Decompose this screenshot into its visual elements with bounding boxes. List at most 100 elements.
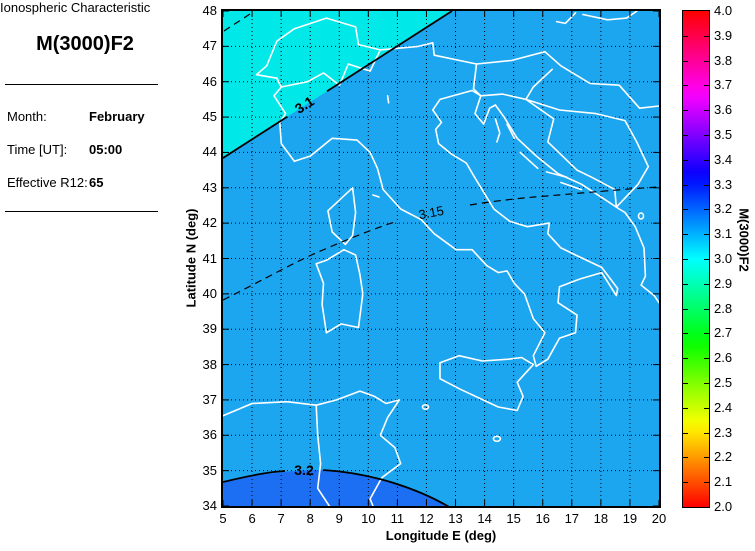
colorbar-tick-mark bbox=[683, 209, 688, 211]
y-tick-label: 38 bbox=[202, 356, 217, 372]
x-tick-label: 6 bbox=[248, 511, 256, 526]
x-tick-label: 17 bbox=[564, 511, 580, 526]
colorbar-tick-label: 3.8 bbox=[714, 52, 733, 68]
island-corsica bbox=[327, 187, 357, 246]
time-row: Time [UT]: 05:00 bbox=[7, 142, 122, 157]
colorbar-tick-mark bbox=[704, 234, 709, 236]
colorbar-tick-label: 2.8 bbox=[714, 300, 733, 316]
colorbar-tick-mark bbox=[683, 85, 688, 87]
colorbar-tick-label: 2.7 bbox=[714, 325, 733, 341]
colorbar-tick-mark bbox=[683, 383, 688, 384]
colorbar-tick-mark bbox=[704, 457, 709, 459]
x-tick-label: 8 bbox=[306, 511, 314, 526]
colorbar-tick-mark bbox=[683, 482, 688, 484]
colorbar-tick-mark bbox=[683, 259, 688, 260]
coastlines bbox=[223, 11, 659, 506]
colorbar-tick-mark bbox=[704, 407, 709, 409]
colorbar-tick-label: 3.6 bbox=[714, 102, 733, 118]
y-tick-label: 34 bbox=[202, 498, 217, 513]
colorbar-tick-label: 3.0 bbox=[714, 251, 733, 266]
colorbar-tick-mark bbox=[704, 333, 709, 335]
colorbar-tick-mark bbox=[704, 35, 709, 37]
coastline-croatia-albania bbox=[474, 95, 659, 304]
colorbar-tick-label: 3.2 bbox=[714, 201, 733, 217]
colorbar-tick-mark bbox=[704, 432, 709, 434]
x-tick-label: 5 bbox=[219, 511, 227, 526]
colorbar-tick-mark bbox=[683, 457, 688, 459]
colorbar-tick-mark bbox=[683, 159, 688, 161]
island-sicily bbox=[439, 354, 535, 412]
colorbar-tick-mark bbox=[704, 184, 709, 186]
contour-3.15 bbox=[223, 186, 659, 301]
x-tick-label: 16 bbox=[535, 511, 550, 526]
time-value: 05:00 bbox=[89, 142, 123, 157]
island-malta bbox=[492, 435, 502, 443]
colorbar-tick-mark bbox=[683, 60, 688, 62]
colorbar-tick-mark bbox=[704, 135, 709, 136]
x-axis-label: Longitude E (deg) bbox=[385, 528, 497, 543]
y-tick-label: 44 bbox=[202, 144, 217, 160]
r12-label: Effective R12: bbox=[7, 175, 88, 190]
colorbar-tick-label: 2.1 bbox=[714, 474, 733, 490]
x-tick-label: 14 bbox=[477, 511, 492, 526]
y-tick-label: 48 bbox=[202, 3, 217, 18]
y-tick-label: 40 bbox=[202, 285, 217, 301]
colorbar-tick-mark bbox=[683, 35, 688, 37]
colorbar-tick-mark bbox=[704, 209, 709, 211]
lake-shkodra bbox=[637, 212, 645, 220]
border-austria-italy bbox=[379, 42, 482, 97]
grid-lines bbox=[223, 11, 659, 506]
colorbar-tick-label: 2.6 bbox=[714, 350, 733, 366]
colorbar-tick-label: 2.4 bbox=[714, 399, 733, 415]
colorbar-tick-label: 3.1 bbox=[714, 226, 733, 242]
colorbar-tick-label: 3.9 bbox=[714, 27, 733, 43]
month-label: Month: bbox=[7, 109, 47, 124]
y-tick-label: 39 bbox=[202, 321, 217, 337]
colorbar-tick-mark bbox=[704, 110, 709, 112]
colorbar-tick-mark bbox=[683, 432, 688, 434]
colorbar-tick-mark bbox=[704, 159, 709, 161]
colorbar-tick-mark bbox=[704, 482, 709, 484]
x-tick-label: 13 bbox=[448, 511, 463, 526]
panel-title: Ionospheric Characteristic bbox=[0, 0, 151, 15]
month-row: Month: February bbox=[7, 109, 145, 124]
x-tick-label: 12 bbox=[419, 511, 434, 526]
y-tick-label: 41 bbox=[202, 250, 217, 266]
border-croatia-bosnia-north bbox=[525, 98, 650, 208]
characteristic-name: M(3000)F2 bbox=[36, 33, 134, 55]
separator-top bbox=[5, 84, 158, 85]
r12-value: 65 bbox=[89, 175, 104, 190]
colorbar-tick-mark bbox=[683, 407, 688, 409]
colorbar-tick-mark bbox=[704, 85, 709, 87]
border-switzerland bbox=[255, 17, 382, 88]
y-tick-label: 35 bbox=[202, 462, 217, 478]
colorbar-tick-label: 2.9 bbox=[714, 275, 733, 291]
y-tick-label: 46 bbox=[202, 73, 217, 89]
x-tick-label: 9 bbox=[335, 511, 343, 526]
island-pantelleria bbox=[421, 403, 430, 410]
x-tick-label: 15 bbox=[506, 511, 521, 526]
map-plot-area: 3.1 3.15 3.2 bbox=[221, 9, 661, 508]
y-tick-label: 45 bbox=[202, 109, 217, 125]
y-tick-label: 37 bbox=[202, 391, 217, 407]
colorbar-tick-mark bbox=[704, 283, 709, 285]
border-austria-hungary bbox=[475, 50, 659, 109]
colorbar-tick-mark bbox=[683, 333, 688, 335]
contour-label-3.2: 3.2 bbox=[294, 462, 314, 478]
colorbar-tick-label: 4.0 bbox=[714, 3, 733, 18]
x-tick-label: 20 bbox=[651, 511, 667, 526]
colorbar-tick-label: 2.2 bbox=[714, 449, 733, 465]
croatian-islands bbox=[494, 118, 583, 191]
colorbar-tick-mark bbox=[704, 383, 709, 384]
colorbar-tick-mark bbox=[704, 60, 709, 62]
separator-bottom bbox=[5, 211, 158, 212]
colorbar-tick-mark bbox=[704, 308, 709, 310]
r12-row: Effective R12:65 bbox=[7, 175, 103, 190]
y-tick-label: 47 bbox=[202, 38, 217, 54]
colorbar-tick-mark bbox=[683, 358, 688, 360]
colorbar-tick-label: 3.4 bbox=[714, 151, 733, 167]
coastline-north-africa bbox=[223, 390, 402, 506]
colorbar-tick-mark bbox=[683, 184, 688, 186]
y-tick-label: 36 bbox=[202, 427, 217, 443]
colorbar-tick-label: 2.0 bbox=[714, 499, 733, 514]
